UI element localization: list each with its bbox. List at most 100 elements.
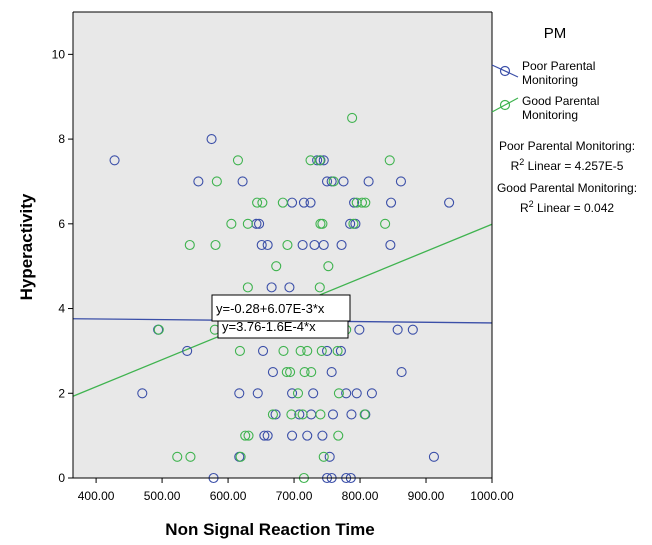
data-point-poor (308, 388, 319, 399)
data-point-poor (109, 155, 120, 166)
data-point-good (226, 218, 237, 229)
data-point-poor (345, 218, 356, 229)
legend-label-poor-line2: Monitoring (522, 73, 578, 87)
x-tick-label: 800.00 (342, 489, 379, 503)
x-axis-ticks: 400.00 500.00 600.00 700.00 800.00 900.00 1000… (78, 478, 514, 503)
legend-marker-poor (499, 65, 511, 77)
data-point-good (314, 282, 325, 293)
data-point-poor (206, 134, 217, 145)
r-squared-good-value: R2 Linear = 0.042 (520, 199, 614, 215)
data-point-good (384, 155, 395, 166)
data-point-poor (302, 430, 313, 441)
data-point-good (380, 218, 391, 229)
data-point-poor (321, 176, 333, 187)
data-point-poor (392, 324, 403, 335)
data-point-good (232, 155, 244, 166)
data-point-good (318, 451, 329, 462)
data-point-poor (254, 218, 265, 229)
data-point-good (243, 430, 254, 441)
data-point-poor (305, 197, 316, 208)
data-point-poor (428, 451, 439, 462)
data-point-good (315, 218, 326, 229)
data-point-good (328, 176, 339, 187)
data-point-good (211, 176, 222, 187)
data-point-good (277, 197, 288, 208)
legend-label-good-line1: Good Parental (522, 94, 599, 108)
data-point-good (323, 261, 334, 272)
data-point-poor (327, 409, 339, 420)
data-point-poor (270, 409, 281, 420)
data-point-poor (354, 324, 365, 335)
x-tick-label: 900.00 (408, 489, 445, 503)
data-point-poor (262, 430, 273, 441)
x-tick-label: 400.00 (78, 489, 115, 503)
legend-entry-good: Good Parental Monitoring (491, 94, 599, 122)
data-point-poor (234, 388, 245, 399)
y-tick-label: 0 (58, 471, 65, 485)
legend-label-poor-line1: Poor Parental (522, 59, 595, 73)
data-point-good (333, 430, 344, 441)
data-point-good (235, 451, 246, 462)
data-point-good (281, 367, 292, 378)
data-point-good (315, 409, 326, 420)
data-point-good (305, 155, 316, 166)
data-point-good (306, 367, 317, 378)
r-squared-good: Good Parental Monitoring: R2 Linear = 0.… (497, 181, 637, 215)
data-point-poor (349, 197, 360, 208)
r-squared-good-heading: Good Parental Monitoring: (497, 181, 637, 195)
r-squared-poor-value: R2 Linear = 4.257E-5 (511, 157, 624, 173)
data-point-poor (321, 345, 333, 356)
x-tick-label: 600.00 (210, 489, 247, 503)
data-point-good (271, 261, 282, 272)
data-point-poor (267, 367, 278, 378)
data-point-good (299, 367, 310, 378)
data-point-poor (444, 197, 455, 208)
data-point-good (316, 345, 327, 356)
data-point-poor (366, 388, 377, 399)
data-point-good (267, 409, 278, 420)
data-point-poor (297, 239, 308, 251)
data-point-poor (341, 388, 352, 399)
data-point-poor (252, 388, 263, 399)
fit-equation-label: y=-0.28+6.07E-3*x (211, 294, 351, 322)
data-point-poor (312, 155, 323, 166)
data-point-good (184, 239, 195, 251)
x-tick-label: 500.00 (144, 489, 181, 503)
data-point-good (278, 345, 289, 356)
y-axis-ticks: 0 2 4 6 8 10 (52, 47, 73, 485)
x-tick-label: 700.00 (276, 489, 313, 503)
axes (72, 11, 493, 479)
data-point-poor (137, 388, 148, 399)
data-point-poor (395, 176, 406, 187)
data-point-poor (193, 176, 204, 187)
data-point-poor (385, 239, 396, 251)
y-tick-label: 6 (58, 217, 65, 231)
data-point-good (172, 451, 183, 462)
data-point-good (234, 345, 245, 356)
data-point-good (252, 197, 263, 208)
data-point-good (348, 218, 359, 229)
legend-line-good (491, 97, 519, 113)
data-point-good (242, 282, 253, 293)
data-point-good (292, 388, 304, 399)
data-point-good (153, 324, 164, 335)
data-point-good (333, 388, 344, 399)
data-point-poor (298, 197, 309, 208)
data-point-poor (262, 239, 273, 251)
y-tick-label: 8 (58, 132, 65, 146)
data-point-poor (335, 345, 346, 356)
data-point-poor (259, 430, 270, 441)
x-tick-label: 1000.00 (470, 489, 514, 503)
legend-title: PM (544, 25, 567, 42)
data-point-good (297, 409, 308, 420)
data-point-poor (266, 282, 277, 293)
data-point-poor (385, 197, 397, 208)
data-point-poor (324, 451, 335, 462)
data-point-poor (363, 176, 374, 187)
data-point-poor (326, 367, 337, 378)
legend-marker-good (499, 99, 511, 111)
data-point-poor (396, 367, 407, 378)
fit-equation-text: y=-0.28+6.07E-3*x (216, 301, 325, 316)
r-squared-poor: Poor Parental Monitoring: R2 Linear = 4.… (499, 139, 635, 173)
